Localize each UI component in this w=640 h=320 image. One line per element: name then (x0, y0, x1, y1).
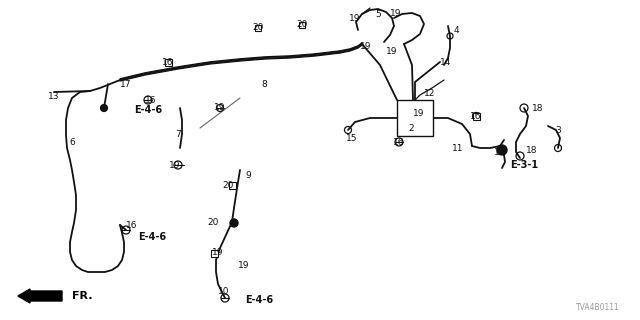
Text: 3: 3 (555, 125, 561, 134)
Bar (164, 59, 172, 66)
Bar (228, 181, 236, 188)
Text: 12: 12 (424, 89, 436, 98)
Text: 16: 16 (145, 95, 157, 105)
Text: 19: 19 (238, 261, 250, 270)
Text: 17: 17 (120, 79, 132, 89)
Text: 13: 13 (48, 92, 60, 100)
Text: 7: 7 (175, 130, 181, 139)
Text: 19: 19 (390, 9, 402, 18)
Text: 11: 11 (452, 143, 464, 153)
Text: E-4-6: E-4-6 (134, 105, 162, 115)
Text: 2: 2 (408, 124, 414, 132)
Text: 16: 16 (126, 220, 138, 229)
Text: 19: 19 (387, 46, 397, 55)
Text: 16: 16 (163, 58, 173, 67)
Circle shape (100, 105, 108, 111)
Text: 18: 18 (526, 146, 538, 155)
Text: 19: 19 (169, 161, 180, 170)
Text: 10: 10 (218, 287, 230, 297)
Text: TVA4B0111: TVA4B0111 (576, 303, 620, 312)
Text: 8: 8 (261, 79, 267, 89)
Text: 14: 14 (440, 58, 452, 67)
Text: 5: 5 (375, 10, 381, 19)
Bar (299, 22, 305, 28)
Text: 19: 19 (214, 102, 226, 111)
Text: 19: 19 (413, 108, 425, 117)
Text: FR.: FR. (72, 291, 93, 301)
Text: 19: 19 (360, 42, 372, 51)
Text: 16: 16 (470, 111, 482, 121)
Text: 1: 1 (494, 148, 500, 156)
Text: 20: 20 (222, 180, 234, 189)
Text: 19: 19 (349, 13, 361, 22)
Text: 19: 19 (212, 247, 224, 257)
Bar (472, 113, 479, 119)
Bar (255, 25, 261, 31)
Text: 4: 4 (453, 26, 459, 35)
Text: 20: 20 (252, 22, 264, 31)
Bar (211, 250, 218, 257)
Text: E-3-1: E-3-1 (510, 160, 538, 170)
Text: 6: 6 (69, 138, 75, 147)
Text: E-4-6: E-4-6 (138, 232, 166, 242)
Text: 9: 9 (245, 171, 251, 180)
Bar (397, 100, 433, 136)
FancyArrow shape (18, 289, 62, 303)
Text: 20: 20 (296, 20, 308, 28)
Text: 16: 16 (393, 138, 404, 147)
Circle shape (497, 145, 507, 155)
Text: 15: 15 (346, 133, 358, 142)
Text: E-4-6: E-4-6 (245, 295, 273, 305)
Text: 20: 20 (207, 218, 219, 227)
Circle shape (230, 219, 238, 227)
Text: 18: 18 (532, 103, 544, 113)
